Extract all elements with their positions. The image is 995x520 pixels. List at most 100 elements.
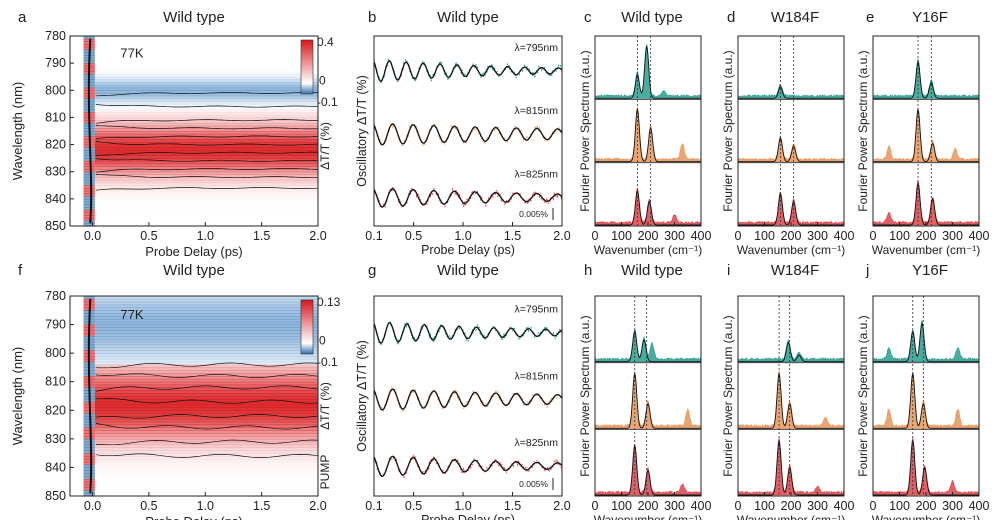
heatmap-early [83,436,95,440]
x-axis-label: Probe Delay (ps) [145,514,243,520]
series-label: λ=815nm [515,370,559,382]
x-tick-label: 100 [754,499,775,513]
spectrum-fit [738,137,844,163]
plot-frame [737,35,845,227]
spectrum-fit [873,60,979,99]
heatmap-band [94,384,318,389]
heatmap-band [94,101,318,105]
y-tick-label: 840 [45,192,66,206]
heatmap-band [94,330,318,334]
y-tick-label: 780 [45,29,66,43]
heatmap-band [94,147,318,151]
contour-line [95,439,319,446]
x-tick-label: 1.5 [253,499,270,513]
spectrum-fit [873,440,979,496]
heatmap-band [94,458,318,463]
x-tick-label: 0.5 [405,499,422,513]
heatmap-band [94,461,318,466]
heatmap-early [83,207,95,211]
y-tick-label: 830 [45,165,66,179]
heatmap-band [94,128,318,132]
fit-curve [373,455,563,478]
x-tick-label: 0 [592,499,599,513]
spectrum-area-orange [737,134,845,162]
heatmap-band [94,298,318,303]
heatmap-band [94,347,318,351]
heatmap-band [94,436,318,440]
contour-line [95,385,319,392]
heatmap-early [83,461,95,466]
heatmap-band [94,401,318,406]
heatmap-band [94,296,318,300]
heatmap-early [83,155,95,159]
heatmap-early [83,424,95,429]
heatmap-band [94,381,318,386]
heatmap-band [94,95,318,100]
heatmap-band [94,327,318,331]
panel-title: Wild type [437,9,499,26]
heatmap-band [94,182,318,186]
spectrum-fit [873,373,979,429]
heatmap-early [83,458,95,463]
heatmap-band [94,163,318,167]
heatmap-early [83,152,95,157]
heatmap-early [83,163,95,167]
x-tick-label: 0.1 [365,229,382,243]
colorbar-zero: 0 [319,73,326,87]
y-axis-label: Fourier Power Spectrum (a.u.) [721,50,735,211]
panel-title: Y16F [912,262,948,279]
fit-curve [373,322,563,344]
heatmap-early [83,493,95,497]
x-tick-label: 400 [691,499,712,513]
heatmap-band [94,103,318,108]
x-tick-label: 1.0 [197,499,214,513]
heatmap-early [83,177,95,181]
heatmap-band [94,166,318,170]
heatmap-early [83,36,95,40]
heatmap-band [94,438,318,443]
heatmap-band [94,416,318,420]
heatmap-early [83,438,95,443]
heatmap-early [83,416,95,420]
heatmap-early [83,464,95,469]
heatmap-band [94,155,318,159]
plot-frame [872,295,980,497]
panel-letter: h [584,262,592,279]
heatmap-band [94,112,318,116]
side-label: PUMP [318,455,332,490]
x-tick-label: 200 [781,499,802,513]
heatmap-band [94,378,318,383]
x-tick-label: 300 [807,499,828,513]
y-axis-label: Wavelength (nm) [10,347,25,446]
spectrum-fit [738,341,844,363]
heatmap-band [94,370,318,374]
heatmap-early [83,456,95,460]
heatmap-band [94,433,318,437]
plot-frame [69,295,319,497]
spectrum-area-red [737,437,845,496]
spectrum-fit [738,192,844,226]
y-axis-label: Fourier Power Spectrum (a.u.) [578,50,592,211]
x-tick-label: 100 [611,229,632,243]
heatmap-early [83,478,95,483]
panel-title: Wild type [621,9,683,26]
heatmap-band [94,109,318,113]
x-axis-label: Wavenumber (cm⁻¹) [737,243,846,257]
x-tick-label: 300 [942,499,963,513]
heatmap-early [83,490,95,494]
contour-line [95,92,319,97]
heatmap-band [94,361,318,366]
contour-line [95,398,319,404]
x-tick-label: 400 [969,229,990,243]
y-tick-label: 800 [45,346,66,360]
panel-a: a Wild type 0.0 0.5 1.0 1.5 2.0 780 790 800 810 820… [10,9,338,259]
heatmap-band [94,353,318,357]
x-tick-label: 1.0 [197,229,214,243]
heatmap-band [94,171,318,176]
y-tick-label: 820 [45,138,66,152]
heatmap-band [94,150,318,154]
heatmap-early [83,217,95,222]
x-axis-label: Wavenumber (cm⁻¹) [594,513,703,520]
colorbar-min: -0.1 [317,355,338,369]
